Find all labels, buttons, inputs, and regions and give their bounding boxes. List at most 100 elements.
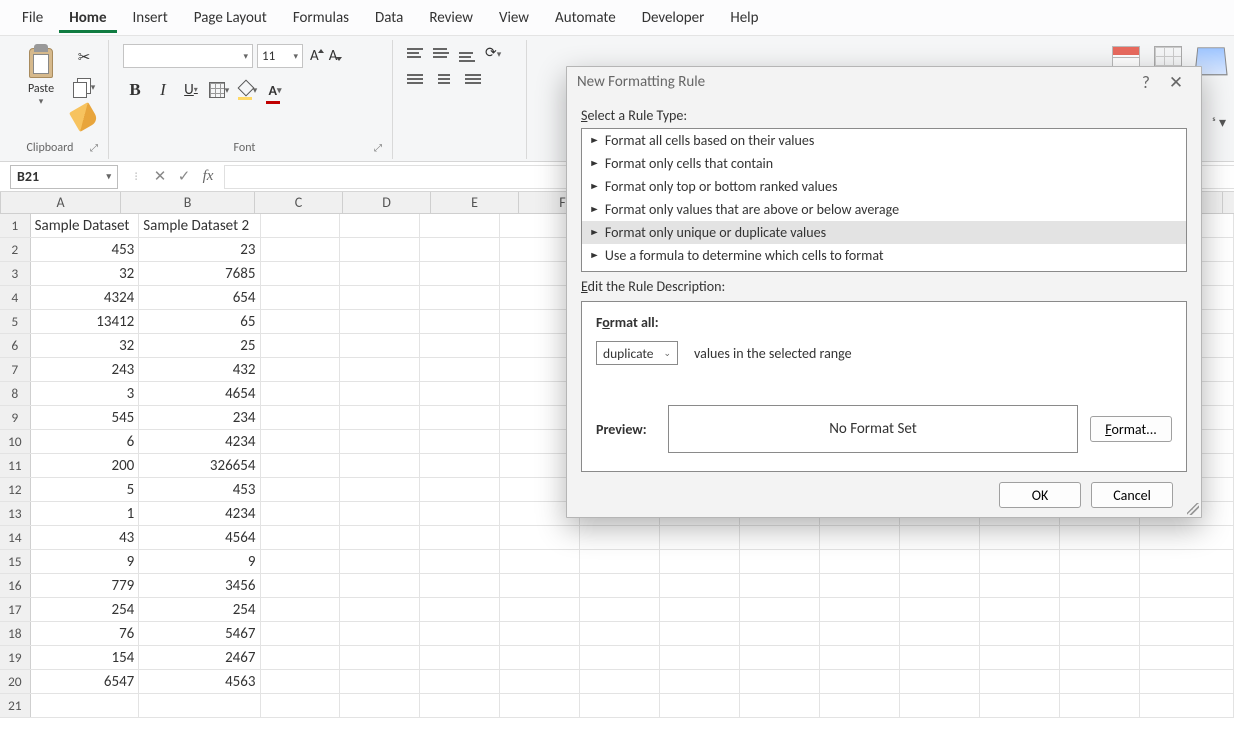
cell[interactable] — [261, 550, 341, 573]
column-header-B[interactable]: B — [121, 192, 255, 213]
dialog-help-button[interactable]: ? — [1131, 72, 1161, 93]
cell[interactable] — [1060, 526, 1140, 549]
cell[interactable] — [500, 694, 580, 717]
cell[interactable]: 9 — [139, 550, 260, 573]
rule-type-item[interactable]: Format only values that are above or bel… — [582, 198, 1186, 221]
cell[interactable] — [261, 382, 341, 405]
cell[interactable] — [820, 574, 900, 597]
row-header-15[interactable]: 15 — [0, 550, 31, 573]
rule-type-item[interactable]: Format only top or bottom ranked values — [582, 175, 1186, 198]
cell[interactable] — [261, 262, 341, 285]
cell[interactable]: 453 — [139, 478, 260, 501]
cell[interactable] — [1140, 574, 1234, 597]
insert-function-button[interactable]: fx — [196, 168, 220, 185]
align-center-button[interactable] — [433, 70, 455, 88]
cell[interactable] — [139, 694, 260, 717]
row-header-5[interactable]: 5 — [0, 310, 31, 333]
cell[interactable] — [900, 550, 980, 573]
cell[interactable] — [660, 622, 740, 645]
cell[interactable] — [261, 454, 341, 477]
cell[interactable] — [420, 310, 500, 333]
cell[interactable] — [340, 478, 420, 501]
cell[interactable] — [340, 454, 420, 477]
dialog-launcher-icon[interactable]: ⤢ — [374, 141, 382, 154]
cell[interactable]: 254 — [31, 598, 140, 621]
cell[interactable]: 76 — [31, 622, 140, 645]
cell[interactable] — [420, 598, 500, 621]
cell[interactable] — [740, 574, 820, 597]
ribbon-options-button[interactable]: ˢ ▾ — [1212, 114, 1226, 131]
cell[interactable] — [420, 262, 500, 285]
cell[interactable] — [261, 670, 341, 693]
cell[interactable]: 3456 — [139, 574, 260, 597]
cell[interactable] — [261, 502, 341, 525]
cell[interactable] — [340, 694, 420, 717]
cell[interactable] — [740, 526, 820, 549]
cell[interactable]: 4563 — [139, 670, 260, 693]
cell[interactable] — [340, 622, 420, 645]
row-header-17[interactable]: 17 — [0, 598, 31, 621]
cell[interactable] — [1060, 550, 1140, 573]
menu-help[interactable]: Help — [720, 3, 768, 33]
cell[interactable] — [340, 598, 420, 621]
cell[interactable] — [340, 334, 420, 357]
cell[interactable] — [420, 214, 500, 237]
cell[interactable] — [340, 574, 420, 597]
cell[interactable] — [340, 382, 420, 405]
cell[interactable] — [740, 622, 820, 645]
cell[interactable] — [820, 550, 900, 573]
cell[interactable] — [340, 526, 420, 549]
cell[interactable] — [820, 646, 900, 669]
column-header-C[interactable]: C — [255, 192, 343, 213]
cell[interactable] — [660, 694, 740, 717]
cell[interactable] — [261, 478, 341, 501]
row-header-10[interactable]: 10 — [0, 430, 31, 453]
row-header-8[interactable]: 8 — [0, 382, 31, 405]
cell[interactable] — [900, 694, 980, 717]
cell[interactable] — [261, 406, 341, 429]
ok-button[interactable]: OK — [999, 482, 1081, 508]
cell[interactable]: Sample Dataset — [31, 214, 140, 237]
cell[interactable] — [420, 694, 500, 717]
cell[interactable] — [980, 694, 1060, 717]
rule-type-item[interactable]: Use a formula to determine which cells t… — [582, 244, 1186, 267]
cell[interactable] — [261, 430, 341, 453]
cell[interactable]: 23 — [139, 238, 260, 261]
cell[interactable] — [500, 646, 580, 669]
cell[interactable] — [500, 670, 580, 693]
menu-review[interactable]: Review — [419, 3, 483, 33]
cell[interactable] — [340, 238, 420, 261]
cell[interactable]: 25 — [139, 334, 260, 357]
cell[interactable] — [740, 598, 820, 621]
cell[interactable]: 1 — [31, 502, 140, 525]
cell[interactable] — [660, 598, 740, 621]
italic-button[interactable]: I — [151, 78, 175, 102]
row-header-6[interactable]: 6 — [0, 334, 31, 357]
cell[interactable] — [580, 526, 660, 549]
cell[interactable] — [500, 598, 580, 621]
row-header-2[interactable]: 2 — [0, 238, 31, 261]
cell[interactable]: 200 — [31, 454, 140, 477]
fill-color-button[interactable]: ▾ — [235, 78, 259, 102]
row-header-14[interactable]: 14 — [0, 526, 31, 549]
row-header-18[interactable]: 18 — [0, 622, 31, 645]
cell[interactable] — [900, 598, 980, 621]
cell[interactable] — [340, 262, 420, 285]
orientation-button[interactable]: ⟳▾ — [485, 44, 501, 62]
cell[interactable] — [580, 550, 660, 573]
cell[interactable]: 4564 — [139, 526, 260, 549]
align-middle-button[interactable] — [433, 44, 455, 62]
cell[interactable] — [660, 550, 740, 573]
cell[interactable] — [500, 550, 580, 573]
cell[interactable] — [340, 214, 420, 237]
cell[interactable] — [340, 358, 420, 381]
cancel-formula-button[interactable]: ✕ — [148, 167, 172, 186]
cell[interactable] — [900, 646, 980, 669]
cell[interactable] — [340, 286, 420, 309]
cell[interactable]: 545 — [31, 406, 140, 429]
font-color-button[interactable]: A▾ — [263, 78, 287, 102]
resize-grip-icon[interactable] — [1187, 503, 1199, 515]
row-header-16[interactable]: 16 — [0, 574, 31, 597]
row-header-7[interactable]: 7 — [0, 358, 31, 381]
cell[interactable] — [420, 670, 500, 693]
